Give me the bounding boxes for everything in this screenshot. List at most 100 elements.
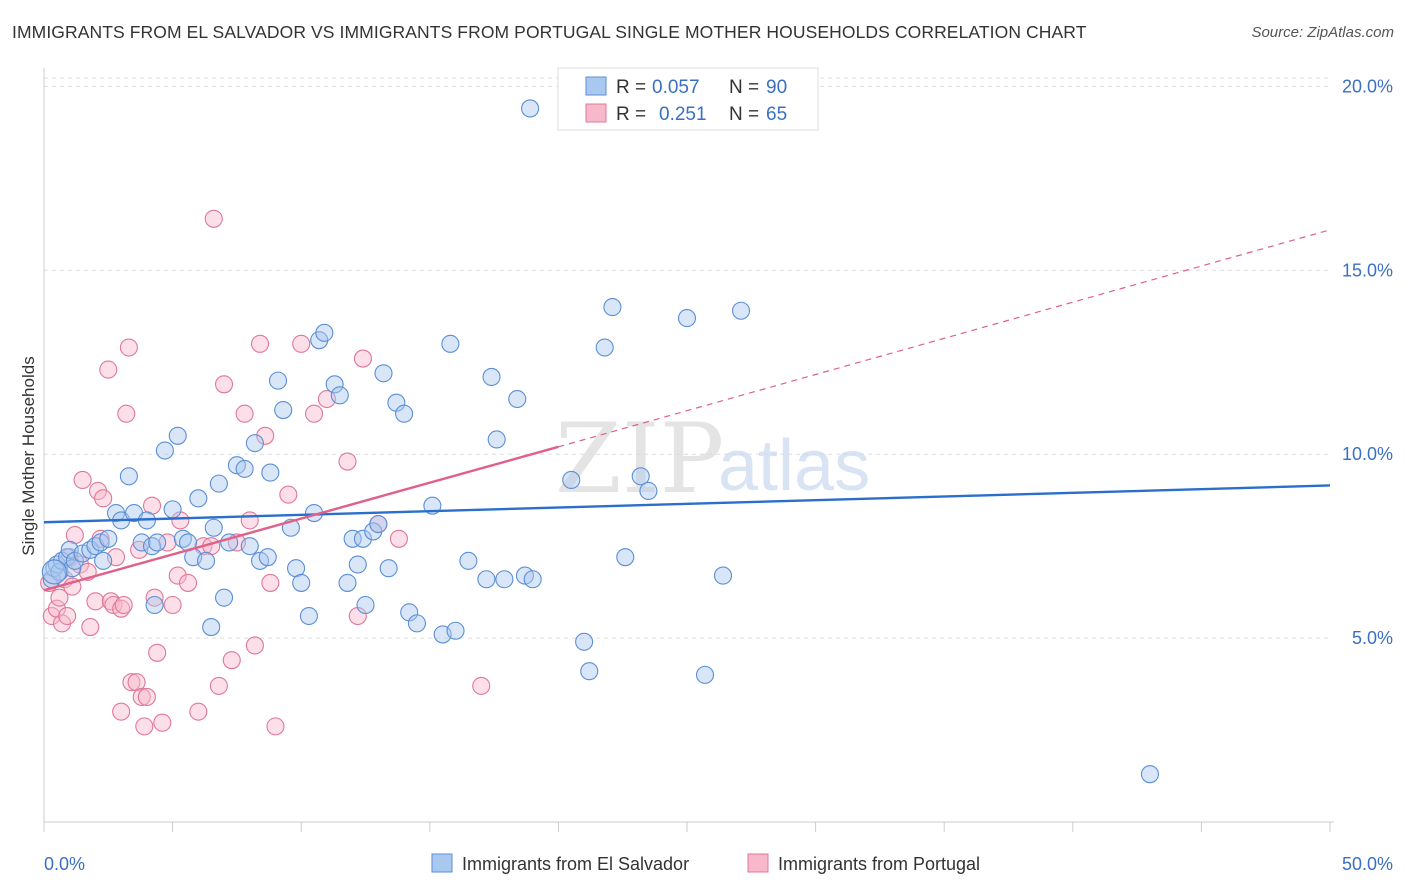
point-el-salvador: [155, 441, 174, 460]
gridlines: [44, 77, 1330, 639]
point-portugal: [158, 533, 177, 552]
point-el-salvador: [407, 614, 426, 633]
point-portugal: [353, 349, 372, 368]
legend-r-label-portugal: R =: [616, 104, 651, 125]
y-tick-labels: 5.0% 10.0% 15.0% 20.0%: [1342, 76, 1393, 648]
trend-lines: [43, 229, 1331, 592]
point-el-salvador: [148, 533, 167, 552]
point-el-salvador: [508, 389, 527, 409]
point-portugal: [235, 404, 254, 423]
point-el-salvador: [616, 548, 635, 567]
point-portugal: [292, 334, 311, 353]
point-el-salvador: [269, 371, 288, 390]
point-el-salvador: [325, 375, 344, 394]
point-el-salvador: [261, 463, 280, 482]
point-el-salvador: [369, 515, 388, 534]
point-el-salvador: [348, 555, 367, 574]
point-portugal: [222, 651, 241, 670]
point-portugal: [209, 676, 228, 695]
legend-bottom-label-el-salvador: Immigrants from El Salvador: [462, 854, 689, 874]
trend-line-el-salvador: [43, 484, 1331, 524]
point-portugal: [58, 606, 77, 626]
point-portugal: [122, 673, 141, 692]
point-el-salvador: [209, 474, 228, 493]
point-el-salvador: [482, 367, 501, 387]
watermark-zip: ZIP: [555, 403, 724, 515]
point-el-salvador: [94, 551, 113, 570]
point-el-salvador: [330, 386, 349, 405]
x-tick-label-min: 0.0%: [44, 854, 85, 874]
point-portugal: [94, 489, 113, 508]
point-portugal: [389, 529, 408, 548]
series-el-salvador-points: [41, 99, 1160, 784]
x-tick-label-max: 50.0%: [1342, 854, 1393, 874]
point-el-salvador: [163, 500, 182, 519]
point-portugal: [279, 485, 298, 504]
point-el-salvador: [441, 334, 460, 353]
point-el-salvador: [235, 459, 254, 478]
x-tick-labels: 0.0% 50.0%: [44, 854, 1393, 874]
point-el-salvador: [713, 566, 733, 585]
point-el-salvador: [731, 301, 751, 320]
point-el-salvador: [477, 570, 496, 589]
point-el-salvador: [196, 551, 216, 570]
point-portugal: [472, 676, 491, 695]
point-el-salvador: [189, 489, 208, 508]
y-axis-title: Single Mother Households: [19, 356, 38, 555]
legend-n-value-portugal: 65: [766, 104, 787, 125]
point-el-salvador: [343, 529, 362, 548]
point-portugal: [338, 452, 357, 471]
point-el-salvador: [487, 430, 506, 449]
point-el-salvador: [204, 518, 223, 537]
point-el-salvador: [495, 570, 514, 589]
point-portugal: [137, 687, 156, 706]
trend-line-portugal: [43, 445, 559, 592]
point-portugal: [117, 404, 136, 423]
point-portugal: [256, 426, 275, 445]
point-portugal: [178, 573, 198, 592]
point-el-salvador: [258, 548, 277, 567]
point-el-salvador: [677, 309, 697, 328]
point-el-salvador: [274, 401, 293, 420]
point-el-salvador: [631, 467, 650, 486]
point-portugal: [266, 717, 285, 736]
point-portugal: [261, 573, 280, 592]
legend-n-label-portugal: N =: [729, 104, 764, 125]
point-el-salvador: [521, 99, 540, 118]
point-el-salvador: [374, 364, 393, 383]
point-el-salvador: [240, 537, 259, 556]
point-portugal: [153, 713, 172, 732]
point-el-salvador: [580, 662, 599, 681]
axes: [43, 68, 1334, 823]
point-el-salvador: [446, 621, 465, 640]
y-tick-label: 20.0%: [1342, 76, 1393, 96]
stats-legend: R = 0.057 N = 90 R = 0.251 N = 65: [557, 67, 819, 131]
chart-title: IMMIGRANTS FROM EL SALVADOR VS IMMIGRANT…: [12, 22, 1087, 42]
legend-r-label-el-salvador: R =: [616, 77, 651, 98]
legend-r-value-portugal: 0.251: [659, 104, 707, 125]
point-portugal: [168, 566, 187, 585]
point-portugal: [73, 470, 92, 489]
point-el-salvador: [168, 426, 187, 445]
point-portugal: [204, 209, 223, 228]
point-el-salvador: [595, 338, 614, 357]
point-portugal: [240, 511, 259, 530]
point-portugal: [112, 702, 131, 721]
point-portugal: [50, 588, 69, 607]
point-el-salvador: [379, 559, 398, 578]
point-el-salvador: [1140, 765, 1160, 784]
point-portugal: [119, 338, 138, 357]
point-portugal: [189, 702, 208, 721]
point-portugal: [99, 360, 118, 379]
point-portugal: [250, 334, 270, 353]
point-el-salvador: [562, 470, 581, 489]
legend-bottom-swatch-el-salvador: [431, 853, 453, 873]
point-el-salvador: [356, 595, 375, 615]
trend-line-portugal-extension: [558, 229, 1331, 448]
y-tick-label: 15.0%: [1342, 260, 1393, 280]
point-el-salvador: [395, 404, 414, 423]
point-el-salvador: [202, 618, 221, 637]
point-el-salvador: [523, 570, 542, 589]
point-portugal: [214, 375, 234, 394]
